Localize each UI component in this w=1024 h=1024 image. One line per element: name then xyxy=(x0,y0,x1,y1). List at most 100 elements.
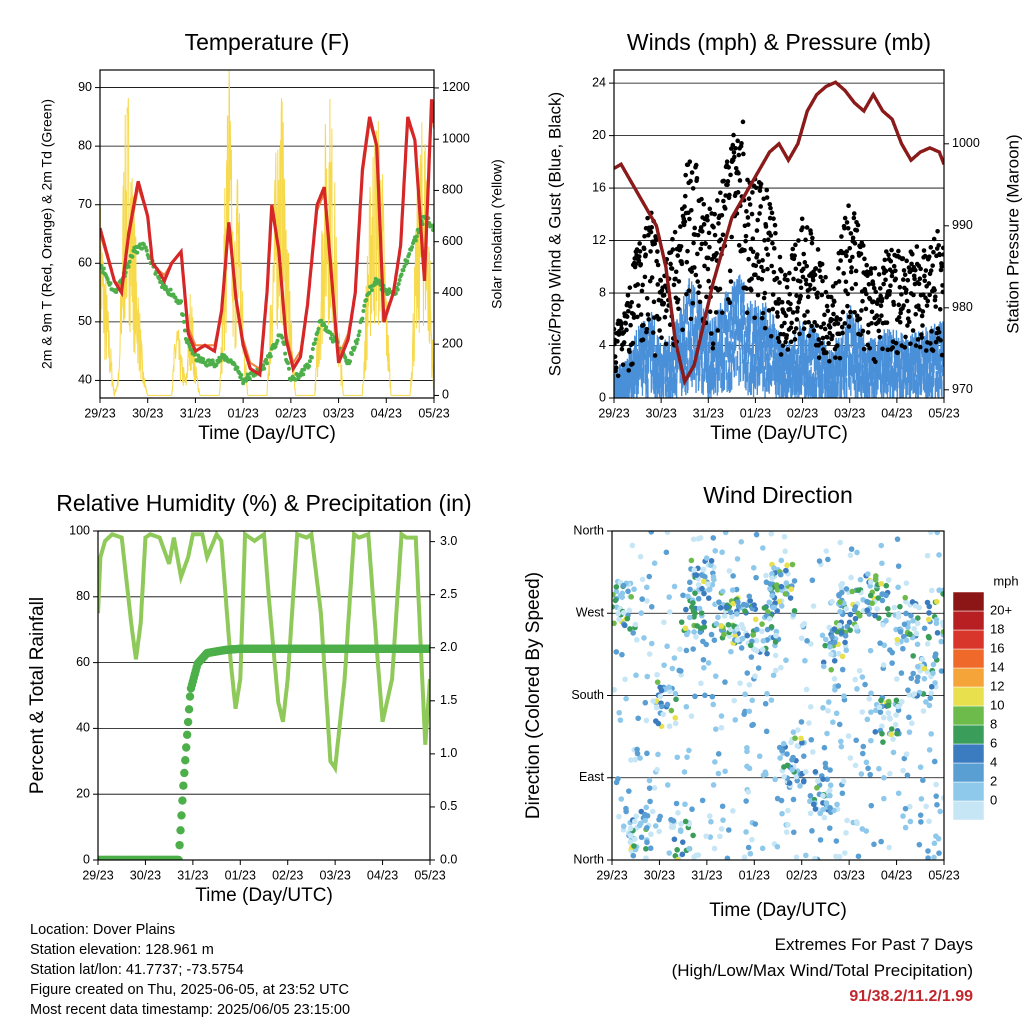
gust-point xyxy=(809,240,815,246)
direction-point xyxy=(700,566,707,573)
xtick-label: 30/23 xyxy=(646,406,677,420)
gust-point xyxy=(913,311,919,317)
gust-point xyxy=(893,268,898,274)
direction-point xyxy=(710,701,717,708)
direction-point xyxy=(837,539,843,546)
direction-point xyxy=(914,678,921,685)
ytick-label: 40 xyxy=(78,373,92,387)
gust-point xyxy=(882,257,888,263)
direction-point xyxy=(795,727,801,733)
gust-point xyxy=(793,266,799,272)
direction-point xyxy=(855,587,862,593)
gust-point xyxy=(901,268,907,273)
gust-point xyxy=(619,326,624,331)
direction-point xyxy=(835,683,842,689)
gust-point xyxy=(888,258,894,264)
direction-point xyxy=(853,624,860,630)
dewpoint-point xyxy=(173,295,178,300)
direction-point xyxy=(761,605,768,611)
colorbar-swatch xyxy=(952,667,985,688)
gust-point xyxy=(863,306,869,312)
gust-point xyxy=(750,249,756,255)
direction-point xyxy=(701,619,707,625)
gust-point xyxy=(629,300,635,305)
direction-point xyxy=(822,760,829,767)
direction-point xyxy=(686,614,693,621)
direction-point xyxy=(705,660,712,666)
gust-point xyxy=(842,321,848,326)
direction-point xyxy=(732,717,739,723)
gust-point xyxy=(783,313,789,318)
gust-point xyxy=(841,271,846,276)
direction-point xyxy=(827,767,833,773)
gust-point xyxy=(680,327,685,333)
gust-point xyxy=(764,187,770,193)
gust-point xyxy=(736,152,742,158)
y2tick-label: 1.0 xyxy=(440,746,457,760)
direction-point xyxy=(616,616,622,622)
direction-point xyxy=(881,714,887,721)
precip-point xyxy=(182,730,192,739)
gust-point xyxy=(625,292,631,298)
gust-point xyxy=(812,272,818,278)
gust-point xyxy=(771,246,777,251)
dewpoint-point xyxy=(302,367,307,372)
colorbar-swatch xyxy=(952,762,985,783)
gust-point xyxy=(649,275,655,280)
direction-point xyxy=(886,844,892,851)
gust-point xyxy=(928,245,934,250)
gust-point xyxy=(827,358,832,364)
dewpoint-point xyxy=(235,365,240,370)
gust-point xyxy=(779,268,784,274)
gust-point xyxy=(796,261,802,267)
direction-point xyxy=(932,653,938,660)
gust-point xyxy=(689,269,694,274)
direction-point xyxy=(903,610,909,617)
gust-point xyxy=(614,354,618,359)
dewpoint-point xyxy=(316,326,321,331)
direction-point xyxy=(853,737,859,744)
direction-point xyxy=(730,808,736,814)
gust-point xyxy=(685,248,690,254)
gust-point xyxy=(652,353,658,358)
gust-point xyxy=(928,341,933,346)
direction-point xyxy=(663,549,670,556)
dewpoint-point xyxy=(348,359,353,364)
direction-point xyxy=(626,788,632,794)
direction-point xyxy=(677,646,683,652)
dewpoint-point xyxy=(355,337,360,342)
direction-point xyxy=(730,573,736,579)
direction-point xyxy=(923,699,929,705)
direction-point xyxy=(691,629,697,635)
direction-point xyxy=(836,721,843,728)
y2tick-label: 200 xyxy=(442,336,463,350)
gust-point xyxy=(868,271,874,276)
direction-point xyxy=(907,631,913,638)
direction-point xyxy=(904,772,911,779)
direction-point xyxy=(934,801,940,808)
direction-point xyxy=(672,715,679,721)
direction-point xyxy=(622,676,628,683)
direction-point xyxy=(710,535,717,541)
dewpoint-point xyxy=(273,344,278,349)
direction-point xyxy=(612,591,616,598)
direction-point xyxy=(644,673,651,680)
direction-point xyxy=(725,827,732,833)
dewpoint-point xyxy=(361,308,366,313)
direction-point xyxy=(734,611,740,617)
direction-point xyxy=(873,707,879,714)
gust-point xyxy=(896,315,902,320)
gust-point xyxy=(912,276,917,282)
direction-point xyxy=(745,844,752,851)
ytick-label: 4 xyxy=(599,338,606,352)
direction-point xyxy=(729,613,735,620)
chart-title: Wind Direction xyxy=(703,482,853,508)
direction-point xyxy=(707,562,714,568)
direction-point xyxy=(915,615,921,621)
direction-point xyxy=(711,845,718,852)
direction-point xyxy=(807,810,814,817)
gust-point xyxy=(930,348,936,353)
direction-point xyxy=(872,576,879,583)
extremes-subtitle: (High/Low/Max Wind/Total Precipitation) xyxy=(671,961,973,980)
direction-point xyxy=(753,531,760,538)
